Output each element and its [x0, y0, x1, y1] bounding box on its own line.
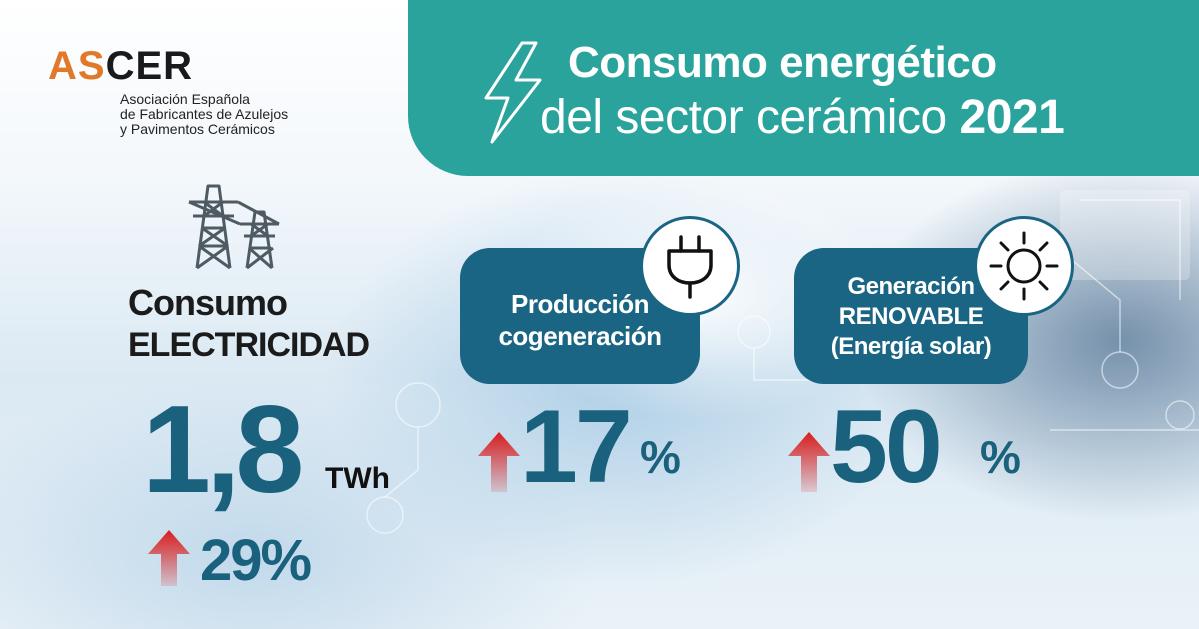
cogeneration-percent-sign: %	[640, 431, 681, 483]
plug-icon	[667, 235, 713, 299]
title-panel	[408, 0, 1199, 176]
renewable-percent-sign: %	[980, 431, 1021, 483]
page-title-prefix: del sector cerámico	[540, 91, 947, 144]
sun-icon	[989, 231, 1059, 301]
logo-subtitle: Asociación Española de Fabricantes de Az…	[120, 92, 380, 137]
renewable-label-line1: Generación	[847, 273, 975, 300]
arrow-up-icon	[788, 432, 830, 492]
arrow-up-icon	[478, 432, 520, 492]
electricity-label-line2: ELECTRICIDAD	[128, 326, 370, 364]
logo-as: AS	[48, 44, 106, 88]
electricity-label-line1: Consumo	[128, 282, 288, 323]
logo-subtitle-line: de Fabricantes de Azulejos	[120, 106, 289, 122]
cogeneration-value: 17	[520, 389, 633, 505]
lightning-bolt-icon	[484, 41, 542, 144]
sun-badge	[974, 216, 1074, 316]
page-title-year: 2021	[959, 91, 1065, 144]
logo-wordmark: ASCER	[48, 46, 193, 86]
page-title-line2: del sector cerámico 2021	[540, 90, 1065, 145]
plug-badge	[640, 216, 740, 316]
renewable-value: 50	[830, 389, 943, 505]
renewable-label-line2: RENOVABLE	[838, 303, 984, 330]
ascer-logo: ASCER Asociación Española de Fabricantes…	[48, 46, 288, 137]
electricity-unit: TWh	[325, 462, 390, 495]
power-tower-icon	[188, 184, 280, 270]
logo-cer: CER	[105, 44, 194, 88]
cogeneration-label-line2: cogeneración	[498, 321, 662, 351]
electricity-change: 29%	[200, 528, 312, 593]
logo-subtitle-line: Asociación Española	[120, 91, 250, 107]
logo-subtitle-line: y Pavimentos Cerámicos	[120, 121, 275, 137]
cogeneration-label-line1: Producción	[510, 289, 650, 319]
renewable-label-line3: (Energía solar)	[830, 333, 992, 360]
arrow-up-icon	[148, 530, 190, 586]
electricity-value: 1,8	[142, 381, 304, 519]
page-title-line1: Consumo energético	[568, 38, 997, 87]
renewable-card: Generación RENOVABLE (Energía solar)	[794, 248, 1028, 384]
